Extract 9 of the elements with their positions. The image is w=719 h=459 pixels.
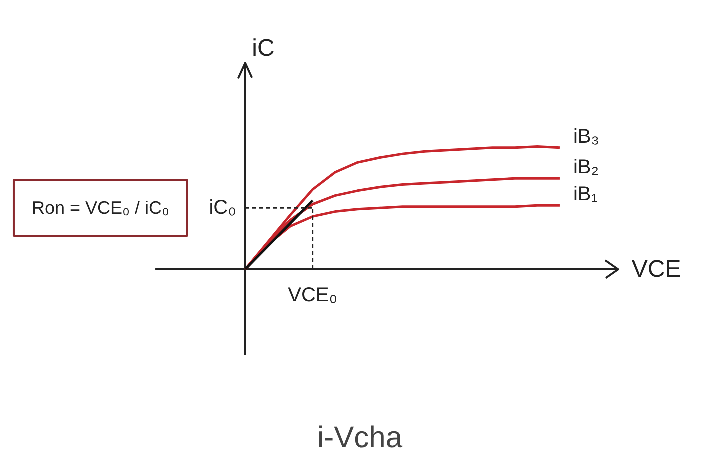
- text: VCE₀: [288, 284, 338, 306]
- series-label: iB₁: [573, 184, 598, 206]
- text: Ron = VCE₀ / iC₀: [32, 198, 170, 218]
- series-label: iB₃: [573, 126, 600, 148]
- y-axis-title: iC: [252, 34, 275, 62]
- x-axis-title: VCE: [632, 256, 682, 284]
- text: i-Vcha: [317, 422, 403, 454]
- series-label: iB₂: [573, 156, 599, 179]
- ref-line-label: iC₀: [209, 197, 236, 220]
